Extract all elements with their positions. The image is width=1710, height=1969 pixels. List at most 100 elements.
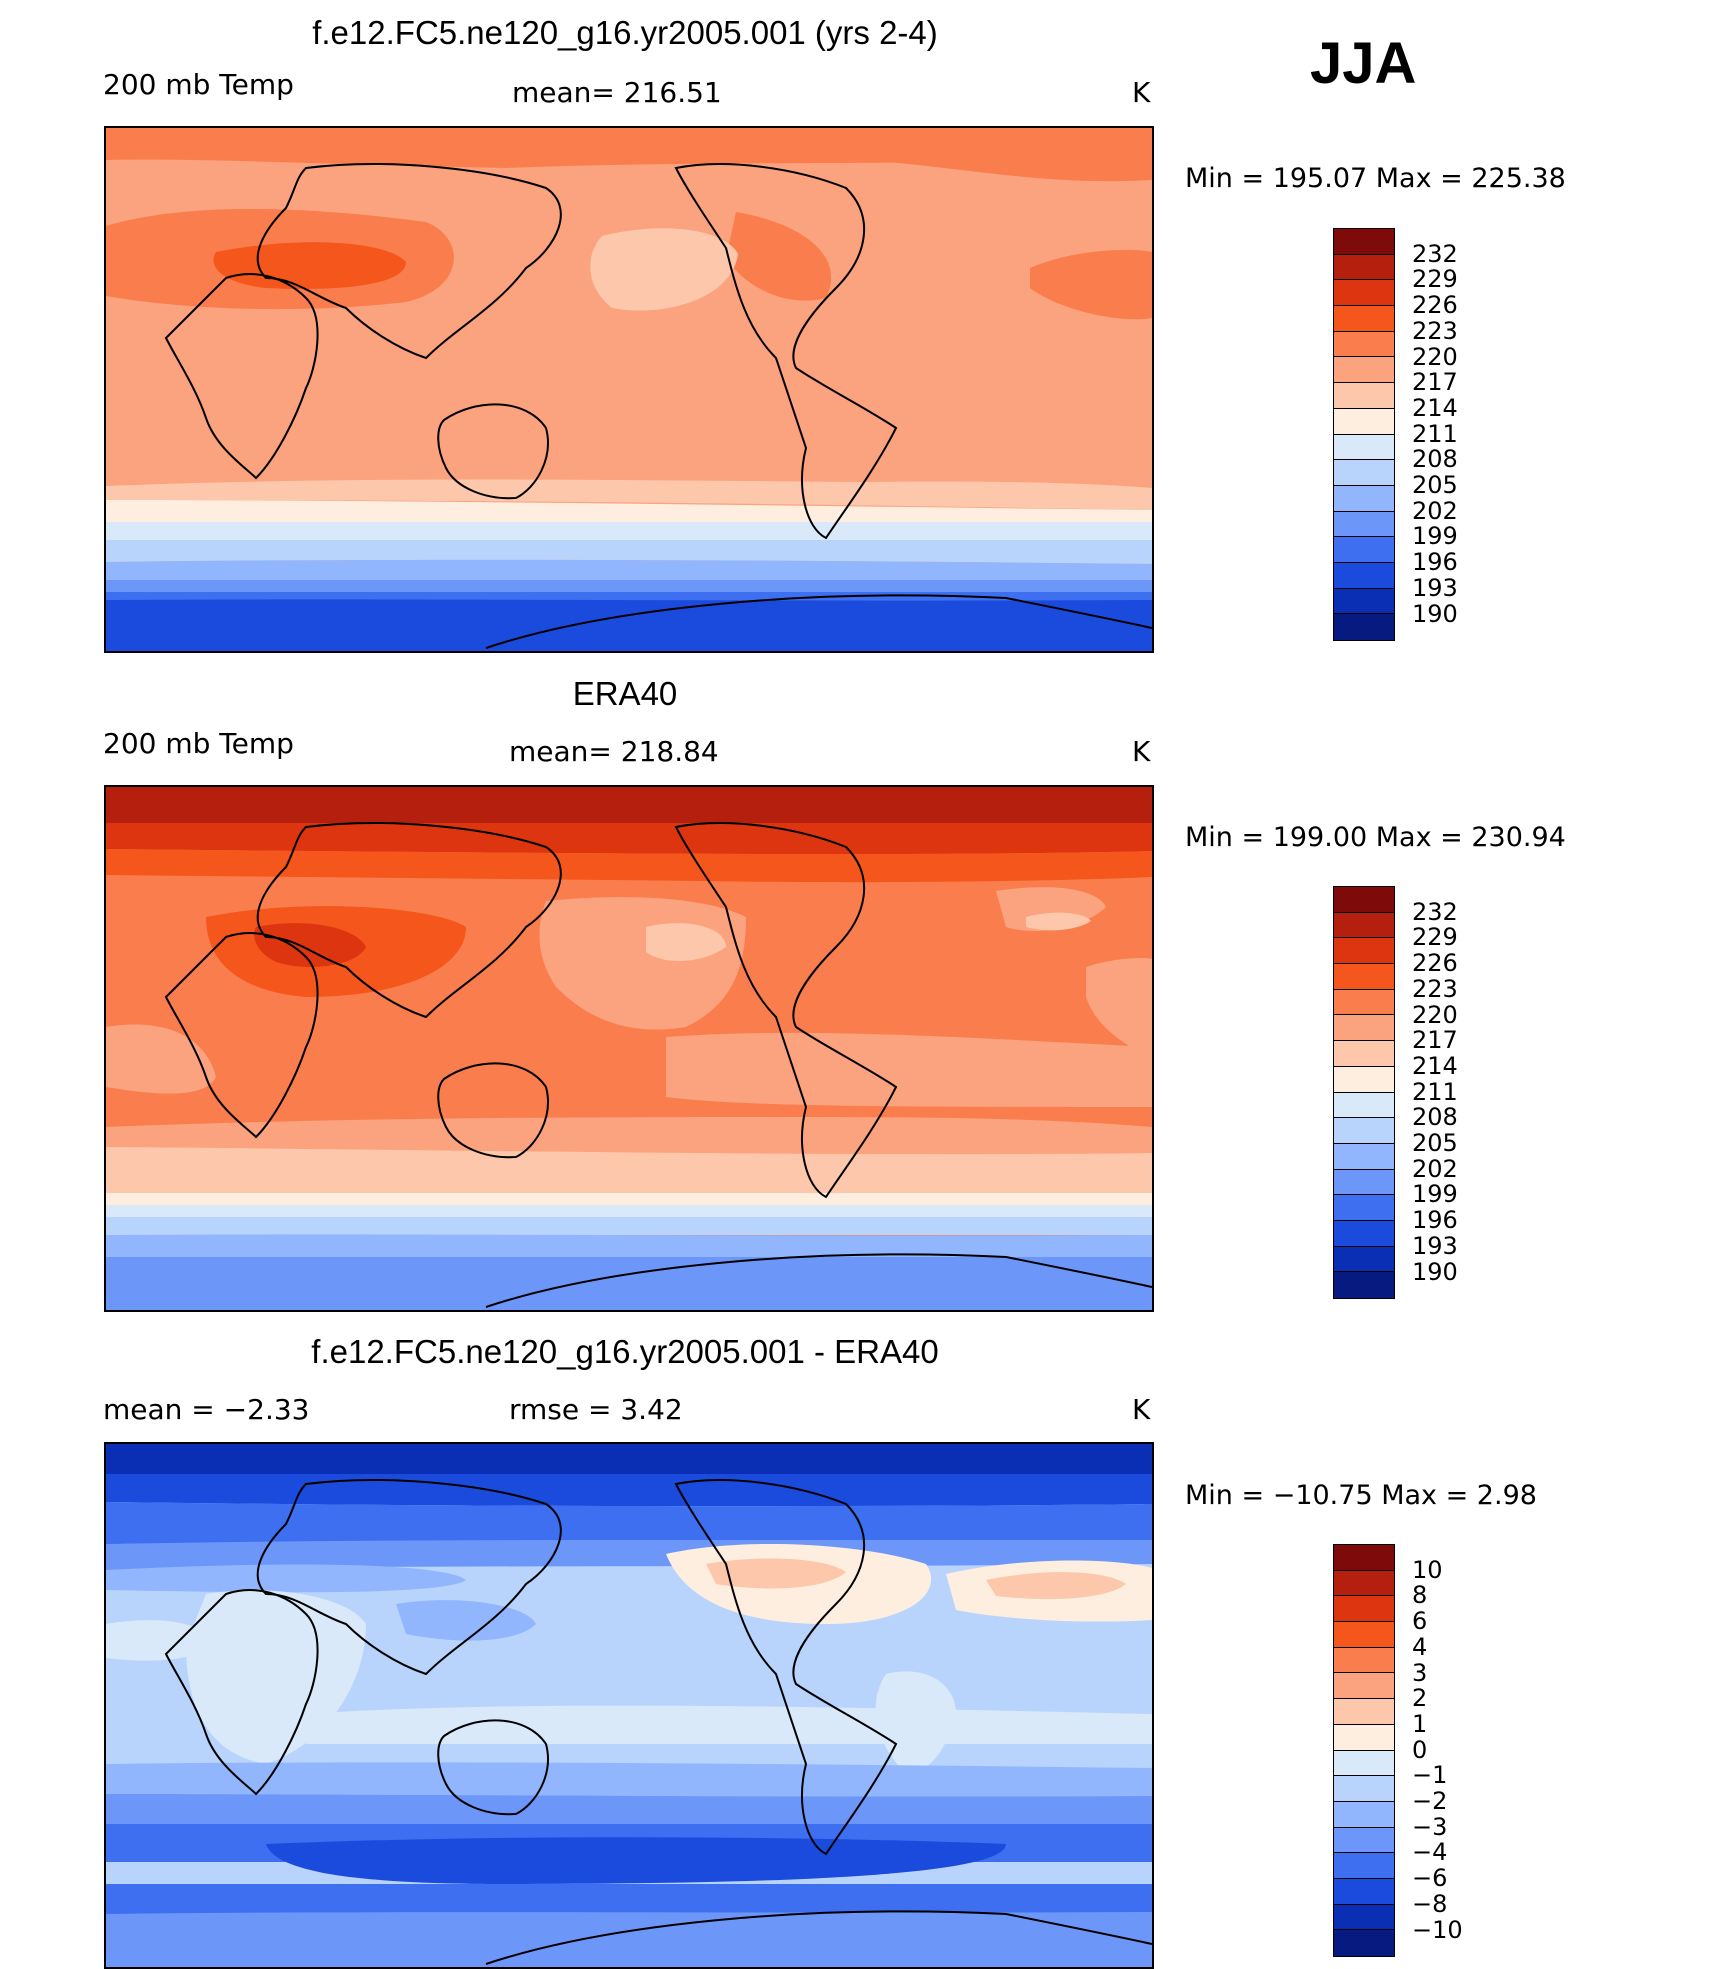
colorbar-label: 193 — [1412, 573, 1458, 602]
colorbar-label: 196 — [1412, 1206, 1458, 1235]
panel-2-mean-label: mean= 218.84 — [509, 735, 719, 768]
colorbar-swatch — [1334, 964, 1394, 990]
panel-1-left-label: 200 mb Temp — [103, 68, 294, 101]
panel-1-title: f.e12.FC5.ne120_g16.yr2005.001 (yrs 2-4) — [312, 14, 938, 51]
colorbar-label: 232 — [1412, 897, 1458, 926]
colorbar-label: 2 — [1412, 1684, 1428, 1713]
colorbar-swatch — [1334, 434, 1394, 461]
colorbar-swatch — [1334, 1246, 1394, 1273]
colorbar-label: 220 — [1412, 342, 1458, 371]
colorbar-swatch — [1334, 588, 1394, 615]
colorbar-swatch — [1334, 562, 1394, 589]
panel-1-model-temperature-map — [104, 126, 1154, 653]
colorbar-swatch — [1334, 331, 1394, 358]
colorbar-label: 217 — [1412, 1026, 1458, 1055]
colorbar-swatch — [1334, 1066, 1394, 1093]
colorbar-swatch — [1334, 460, 1394, 486]
colorbar-label: 229 — [1412, 923, 1458, 952]
panel-1-units-label: K — [1132, 76, 1151, 109]
colorbar-swatch — [1334, 280, 1394, 307]
colorbar-label: 202 — [1412, 1154, 1458, 1183]
panel-2-contour-field — [106, 787, 1152, 1310]
colorbar-label: 208 — [1412, 445, 1458, 474]
colorbar-swatch — [1334, 1118, 1394, 1144]
colorbar-label: 6 — [1412, 1607, 1428, 1636]
panel-1-mean-label: mean= 216.51 — [512, 76, 722, 109]
colorbar-swatch — [1334, 1827, 1394, 1854]
colorbar-swatch — [1334, 1904, 1394, 1931]
colorbar-label: 226 — [1412, 949, 1458, 978]
panel-3-difference-map — [104, 1442, 1154, 1969]
colorbar-swatch — [1334, 408, 1394, 435]
colorbar-label: 208 — [1412, 1103, 1458, 1132]
panel-3-units-label: K — [1132, 1393, 1151, 1426]
colorbar-label: 3 — [1412, 1658, 1428, 1687]
season-label: JJA — [1310, 31, 1417, 96]
colorbar-label: 193 — [1412, 1231, 1458, 1260]
panel-3-minmax: Min = −10.75 Max = 2.98 — [1185, 1480, 1537, 1511]
colorbar-label: 8 — [1412, 1581, 1428, 1610]
panel-2-units-label: K — [1132, 735, 1151, 768]
colorbar-label: 211 — [1412, 419, 1458, 448]
colorbar-swatch — [1334, 1801, 1394, 1828]
panel-2-left-label: 200 mb Temp — [103, 727, 294, 760]
colorbar-label: 214 — [1412, 393, 1458, 422]
panel-2-colorbar — [1333, 886, 1395, 1299]
panel-1-contour-field — [106, 128, 1152, 651]
colorbar-swatch — [1334, 938, 1394, 965]
colorbar-label: 1 — [1412, 1709, 1428, 1738]
colorbar-label: 217 — [1412, 368, 1458, 397]
colorbar-swatch — [1334, 537, 1394, 563]
colorbar-swatch — [1334, 229, 1394, 255]
colorbar-label: 205 — [1412, 1129, 1458, 1157]
colorbar-label: 196 — [1412, 548, 1458, 577]
colorbar-swatch — [1334, 614, 1394, 640]
colorbar-swatch — [1334, 1724, 1394, 1751]
colorbar-swatch — [1334, 1195, 1394, 1221]
colorbar-swatch — [1334, 1750, 1394, 1777]
colorbar-swatch — [1334, 1622, 1394, 1648]
colorbar-label: 190 — [1412, 1257, 1458, 1286]
colorbar-swatch — [1334, 511, 1394, 538]
colorbar-label: −8 — [1412, 1889, 1448, 1918]
colorbar-label: −3 — [1412, 1812, 1448, 1841]
colorbar-swatch — [1334, 357, 1394, 384]
panel-3-contour-field — [106, 1444, 1152, 1967]
colorbar-label: 199 — [1412, 1180, 1458, 1209]
colorbar-swatch — [1334, 1673, 1394, 1700]
colorbar-label: 223 — [1412, 316, 1458, 345]
colorbar-label: 211 — [1412, 1077, 1458, 1106]
colorbar-swatch — [1334, 1545, 1394, 1571]
colorbar-swatch — [1334, 1699, 1394, 1725]
colorbar-label: 0 — [1412, 1735, 1428, 1764]
colorbar-swatch — [1334, 1092, 1394, 1119]
colorbar-label: 214 — [1412, 1051, 1458, 1080]
colorbar-label: 223 — [1412, 974, 1458, 1003]
colorbar-label: 4 — [1412, 1632, 1428, 1661]
panel-1-colorbar — [1333, 228, 1395, 641]
panel-2-era40-temperature-map — [104, 785, 1154, 1312]
colorbar-swatch — [1334, 1930, 1394, 1956]
colorbar-label: 232 — [1412, 239, 1458, 268]
colorbar-swatch — [1334, 1015, 1394, 1042]
colorbar-label: 229 — [1412, 265, 1458, 294]
colorbar-swatch — [1334, 383, 1394, 409]
colorbar-label: 10 — [1412, 1555, 1443, 1584]
colorbar-label: −10 — [1412, 1915, 1463, 1944]
colorbar-swatch — [1334, 1570, 1394, 1597]
colorbar-swatch — [1334, 1878, 1394, 1905]
colorbar-label: 202 — [1412, 496, 1458, 525]
colorbar-label: 220 — [1412, 1000, 1458, 1029]
colorbar-swatch — [1334, 887, 1394, 913]
colorbar-label: 205 — [1412, 471, 1458, 499]
colorbar-swatch — [1334, 1272, 1394, 1298]
panel-3-rmse-label: rmse = 3.42 — [509, 1393, 683, 1426]
colorbar-label: −6 — [1412, 1864, 1448, 1893]
colorbar-swatch — [1334, 485, 1394, 512]
colorbar-swatch — [1334, 1853, 1394, 1879]
colorbar-swatch — [1334, 912, 1394, 939]
colorbar-swatch — [1334, 1776, 1394, 1802]
panel-3-title: f.e12.FC5.ne120_g16.yr2005.001 - ERA40 — [311, 1333, 939, 1370]
colorbar-label: 190 — [1412, 599, 1458, 628]
colorbar-swatch — [1334, 306, 1394, 332]
